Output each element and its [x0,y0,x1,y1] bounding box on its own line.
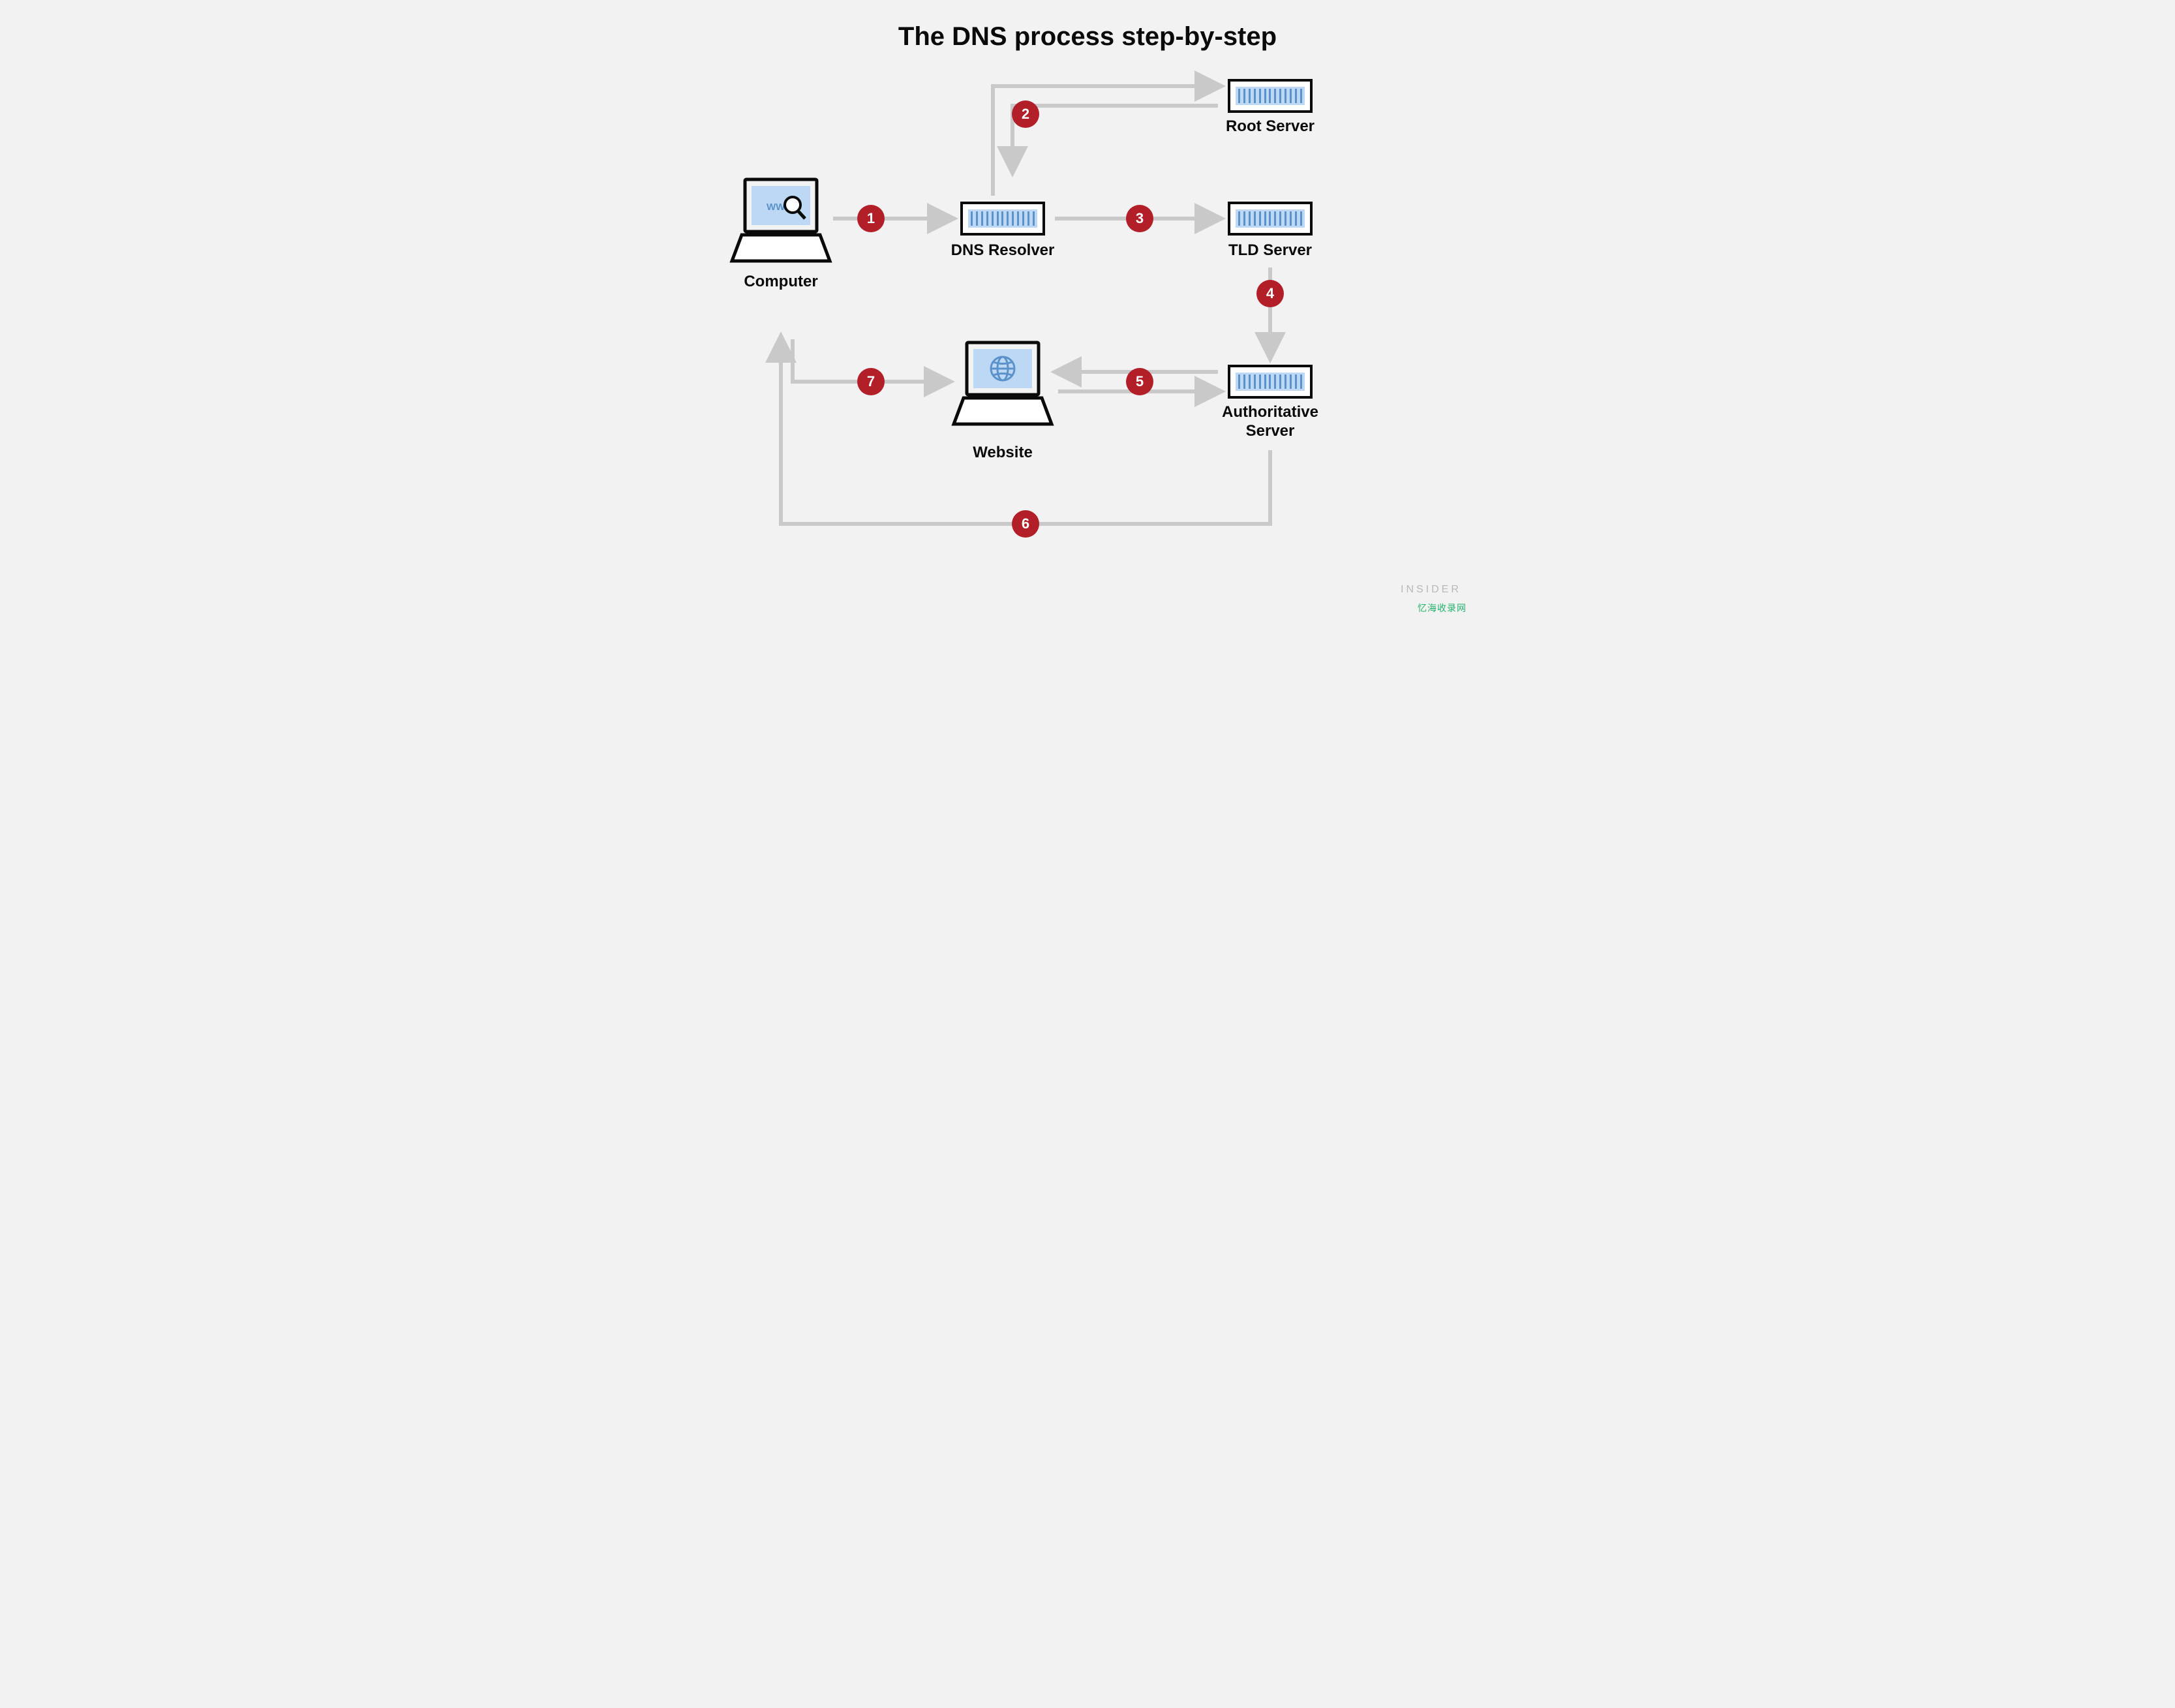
auth-server-icon [1228,365,1313,399]
watermark-text: 忆海收录网 [1418,602,1467,615]
root-server-label: Root Server [1205,117,1335,136]
step-badge-4: 4 [1256,280,1284,307]
tld-server-label: TLD Server [1205,241,1335,260]
auth-server-label: Authoritative Server [1198,403,1342,441]
step-badge-1: 1 [857,205,885,232]
tld-server-icon [1228,202,1313,236]
diagram-svg: WWW [696,0,1479,615]
step-badge-6: 6 [1012,510,1039,538]
dns-resolver-icon [960,202,1045,236]
computer-label: Computer [722,273,840,292]
computer-icon: WWW [732,179,830,261]
step-badge-3: 3 [1126,205,1153,232]
dns-resolver-label: DNS Resolver [937,241,1068,260]
credit-text: INSIDER [1401,584,1461,596]
website-label: Website [944,444,1061,463]
root-server-icon [1228,79,1313,113]
arrow-2-back [1012,106,1218,170]
step-badge-2: 2 [1012,100,1039,128]
step-badge-5: 5 [1126,368,1153,395]
step-badge-7: 7 [857,368,885,395]
diagram-canvas: The DNS process step-by-step WWW [696,0,1479,615]
website-icon [954,343,1052,424]
